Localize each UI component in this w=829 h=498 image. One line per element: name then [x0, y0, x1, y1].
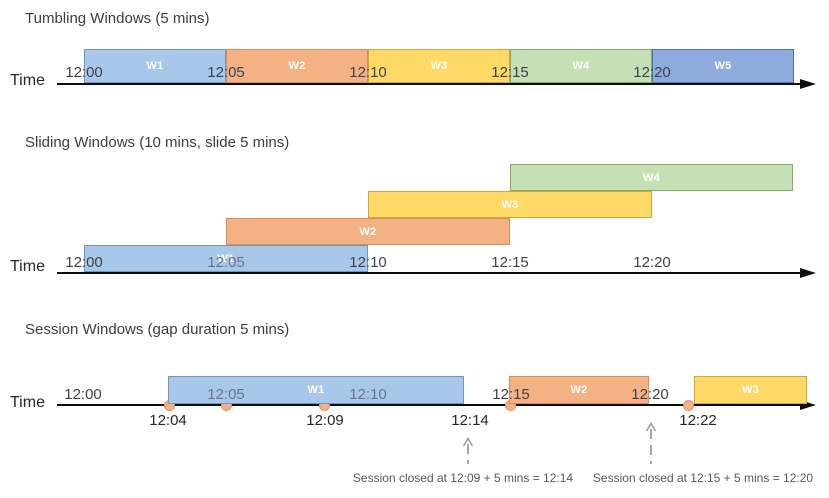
tumbling-time-axis-label: Time: [10, 72, 45, 89]
tumbling-tick-12-10: 12:10: [349, 64, 387, 81]
sliding-window-w1: W1: [84, 245, 368, 272]
sliding-window-w3-label: W3: [501, 198, 519, 211]
tumbling-window-w2: W2: [226, 49, 368, 83]
sliding-tick-12-15: 12:15: [491, 254, 529, 271]
tumbling-timeline-arrowhead-icon: [800, 78, 816, 89]
session-close-note: Session closed at 12:15 + 5 mins = 12:20: [592, 471, 814, 485]
session-close-note: Session closed at 12:09 + 5 mins = 12:14: [352, 471, 574, 485]
sliding-tick-12-20: 12:20: [633, 254, 671, 271]
session-timeline-arrowhead-icon: [800, 399, 816, 410]
tumbling-window-w3-label: W3: [430, 60, 448, 72]
tumbling-tick-12-05: 12:05: [207, 64, 245, 81]
tumbling-window-w5: W5: [652, 49, 794, 83]
tumbling-window-w4-label: W4: [572, 60, 590, 72]
session-tick-12-05: 12:05: [207, 386, 245, 403]
tumbling-tick-12-15: 12:15: [491, 64, 529, 81]
session-tick-12-10: 12:10: [349, 386, 387, 403]
sliding-window-w2: W2: [226, 218, 510, 245]
session-timeline: [57, 404, 800, 406]
tumbling-tick-12-20: 12:20: [633, 64, 671, 81]
tumbling-tick-12-00: 12:00: [65, 64, 103, 81]
event-time-label-12-22: 12:22: [679, 412, 717, 429]
tumbling-window-w2-label: W2: [288, 60, 306, 72]
sliding-window-w1-label: W1: [217, 252, 235, 265]
session-close-arrow-icon: [644, 421, 658, 466]
event-time-label-12-09: 12:09: [306, 412, 344, 429]
session-window-w3: W3: [694, 376, 807, 404]
event-time-label-12-04: 12:04: [149, 412, 187, 429]
sliding-tick-12-10: 12:10: [349, 254, 387, 271]
sliding-time-axis-label: Time: [10, 258, 45, 275]
event-dot-icon: [682, 399, 694, 411]
sliding-window-w3: W3: [368, 191, 652, 218]
sliding-tick-12-05: 12:05: [207, 254, 245, 271]
tumbling-window-w1: W1: [84, 49, 226, 83]
tumbling-window-w1-label: W1: [146, 60, 164, 72]
tumbling-window-w3: W3: [368, 49, 510, 83]
sliding-window-w4-label: W4: [642, 171, 661, 184]
sliding-window-w4: W4: [510, 164, 793, 191]
session-close-arrow-icon: [461, 436, 475, 466]
session-window-w2: W2: [509, 376, 649, 404]
session-time-axis-label: Time: [10, 394, 45, 411]
session-title: Session Windows (gap duration 5 mins): [25, 321, 290, 338]
tumbling-timeline: [57, 83, 800, 85]
tumbling-window-w4: W4: [510, 49, 652, 83]
session-window-w1: W1: [168, 376, 464, 404]
sliding-title: Sliding Windows (10 mins, slide 5 mins): [25, 134, 290, 151]
session-window-w2-label: W2: [570, 384, 588, 396]
tumbling-window-w5-label: W5: [714, 60, 732, 72]
session-window-w3-label: W3: [741, 384, 760, 396]
session-tick-12-20: 12:20: [631, 386, 669, 403]
session-tick-12-00: 12:00: [64, 386, 102, 403]
session-window-w1-label: W1: [307, 384, 325, 396]
sliding-timeline-arrowhead-icon: [800, 267, 816, 278]
sliding-tick-12-00: 12:00: [65, 254, 103, 271]
session-tick-12-15: 12:15: [492, 386, 530, 403]
sliding-window-w2-label: W2: [359, 225, 377, 238]
event-time-label-12-14: 12:14: [451, 412, 489, 429]
tumbling-title: Tumbling Windows (5 mins): [25, 10, 210, 27]
sliding-timeline: [57, 272, 800, 274]
